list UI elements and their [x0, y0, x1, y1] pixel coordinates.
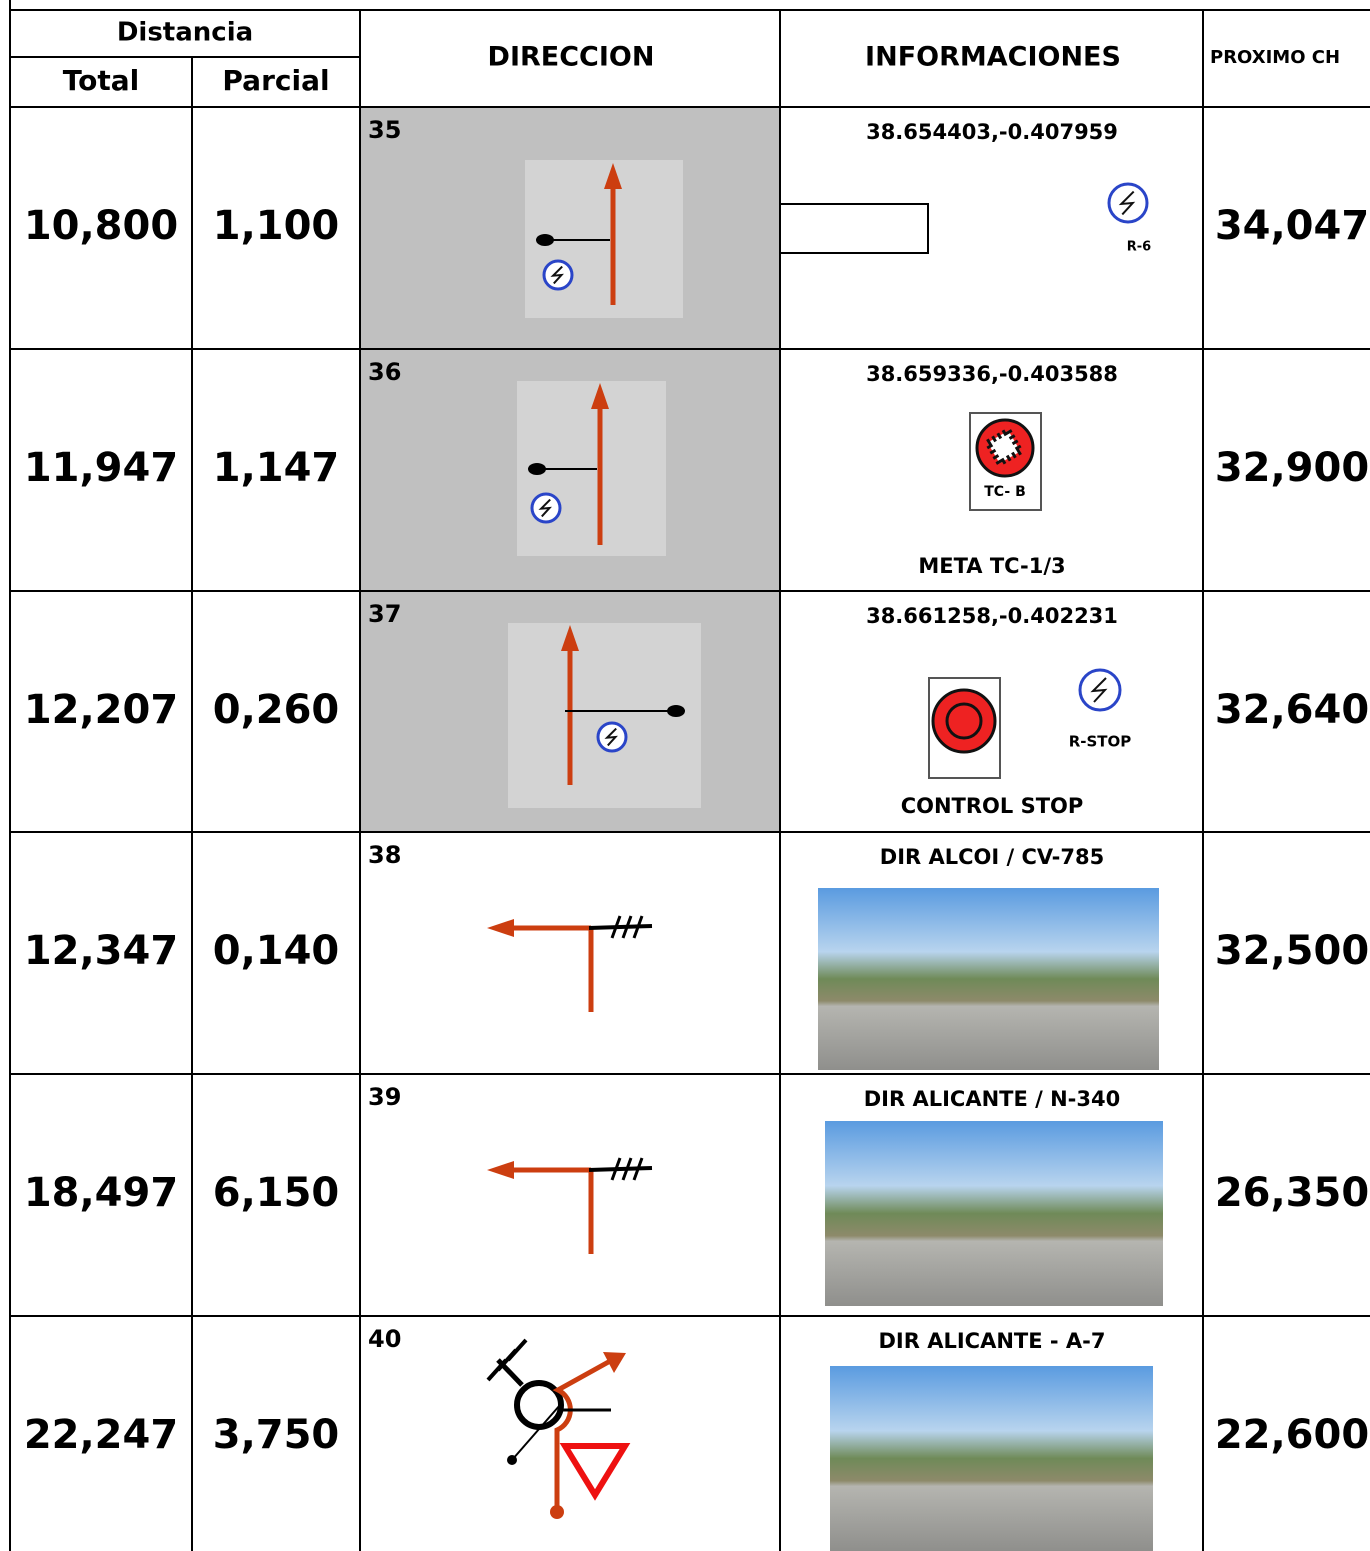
arrow-head: [604, 163, 622, 189]
text: 38.654403,-0.407959: [866, 120, 1118, 144]
text: 18,497: [24, 1170, 178, 1216]
input-box: [779, 203, 929, 254]
arrow-head: [487, 919, 514, 937]
text: 0,260: [213, 687, 340, 733]
text: DIR ALICANTE / N-340: [864, 1087, 1121, 1111]
yield: [559, 1443, 631, 1501]
text: 0,140: [213, 928, 340, 974]
text: META TC-1/3: [918, 554, 1065, 578]
arrow-head: [591, 383, 609, 409]
text: 32,900: [1215, 445, 1369, 491]
text: 12,207: [24, 687, 178, 733]
text: 40: [368, 1325, 401, 1353]
hash: [632, 915, 644, 939]
arrow-head: [487, 1161, 514, 1179]
hash: [506, 1338, 528, 1362]
hash: [621, 915, 633, 939]
text: 35: [368, 116, 401, 144]
text: INFORMACIONES: [865, 42, 1121, 73]
text: 3,750: [213, 1412, 340, 1458]
text: 12,347: [24, 928, 178, 974]
text: 38.659336,-0.403588: [866, 362, 1118, 386]
text: 38: [368, 841, 401, 869]
text: DIR ALCOI / CV-785: [880, 845, 1104, 869]
text: 26,350: [1215, 1170, 1369, 1216]
text: 11,947: [24, 445, 178, 491]
bolt: [1090, 677, 1108, 703]
text: 1,100: [213, 203, 340, 249]
text: DIR ALICANTE - A-7: [878, 1329, 1105, 1353]
text: Parcial: [222, 64, 329, 97]
road: [511, 1404, 561, 1461]
bolt: [604, 727, 618, 747]
side-dot: [536, 234, 554, 246]
text: 34,047: [1215, 203, 1369, 249]
photo: [818, 888, 1159, 1070]
hash: [610, 915, 622, 939]
photo: [825, 1121, 1163, 1306]
text: 37: [368, 600, 401, 628]
text: 1,147: [213, 445, 340, 491]
text: 39: [368, 1083, 401, 1111]
arrow-head: [603, 1352, 626, 1373]
clock: [945, 702, 983, 740]
text: 6,150: [213, 1170, 340, 1216]
photo: [830, 1366, 1153, 1551]
flag: [983, 426, 1025, 468]
text: TC- B: [984, 484, 1026, 500]
side-dot: [507, 1455, 517, 1465]
road: [588, 924, 653, 930]
text: 38.661258,-0.402231: [866, 604, 1118, 628]
text: R-6: [1127, 240, 1151, 255]
text: 22,247: [24, 1412, 178, 1458]
text: Total: [63, 64, 140, 97]
hash: [610, 1157, 622, 1181]
bolt: [538, 498, 552, 518]
text: 36: [368, 358, 401, 386]
bolt: [1118, 190, 1136, 216]
side-dot: [528, 463, 546, 475]
text: R-STOP: [1069, 733, 1132, 751]
text: 32,500: [1215, 928, 1369, 974]
text: Distancia: [117, 18, 253, 48]
side-dot: [667, 705, 685, 717]
route-line: [552, 1357, 614, 1512]
text: 10,800: [24, 203, 178, 249]
text: 22,600: [1215, 1412, 1369, 1458]
hash: [632, 1157, 644, 1181]
diagram-bg: [508, 623, 701, 808]
sign-circle: [931, 688, 997, 754]
text: CONTROL STOP: [901, 794, 1084, 818]
bolt: [550, 265, 564, 285]
hash: [621, 1157, 633, 1181]
text: PROXIMO CH: [1210, 47, 1340, 68]
arrow-head: [561, 625, 579, 651]
route-dot: [550, 1505, 564, 1519]
road: [588, 1166, 653, 1172]
text: DIRECCION: [488, 42, 655, 73]
text: 32,640: [1215, 687, 1369, 733]
